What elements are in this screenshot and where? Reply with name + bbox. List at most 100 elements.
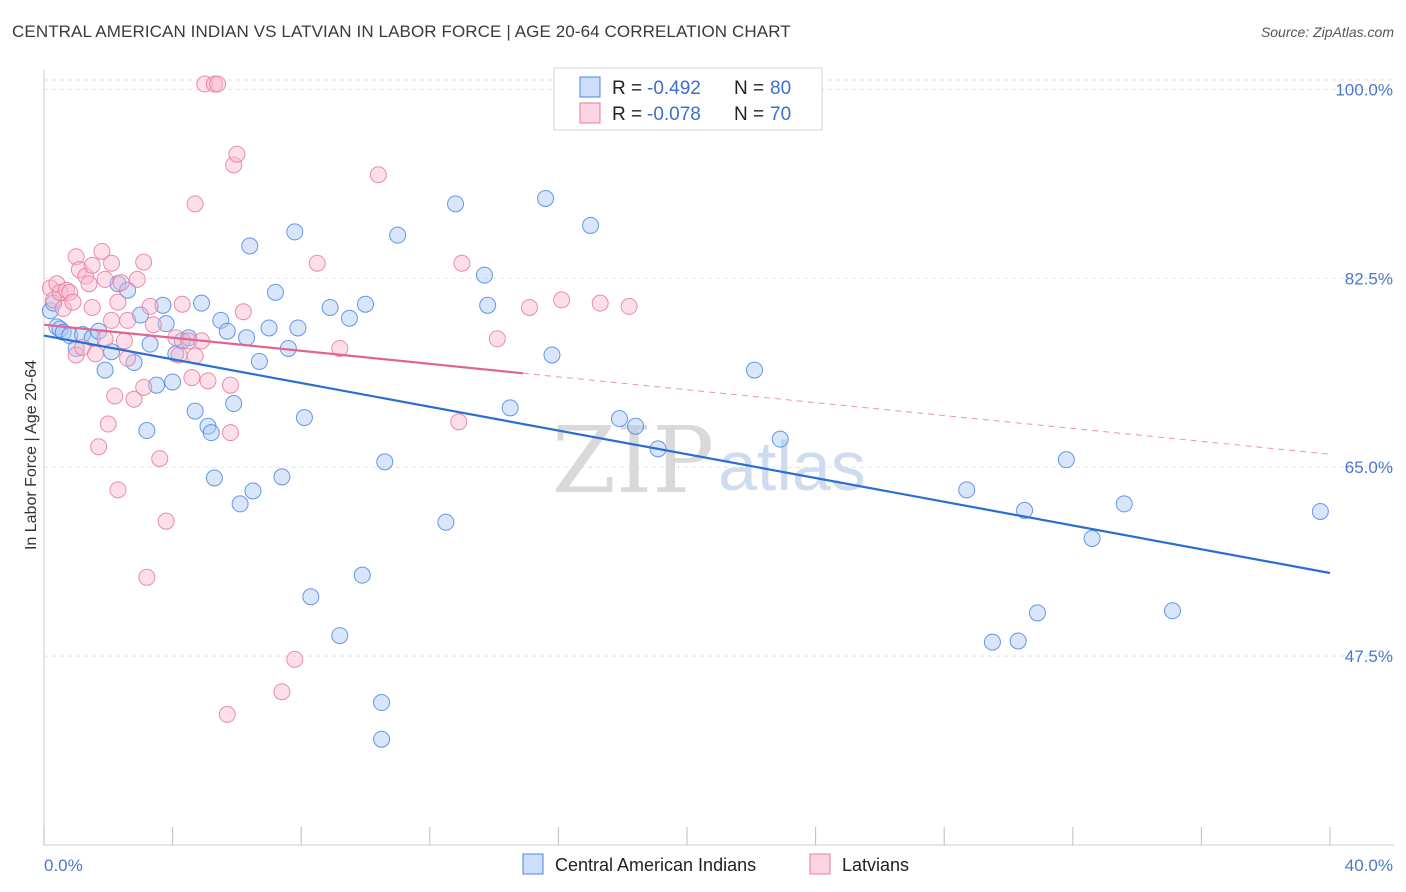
point-central-american-indians-30: [212, 311, 230, 329]
bottom-legend-label-1: Central American Indians: [555, 855, 756, 875]
legend-n-label-2: N =: [734, 104, 764, 125]
point-latvians-58: [273, 683, 291, 701]
point-latvians-19: [96, 270, 114, 288]
point-latvians-6: [61, 283, 79, 301]
point-latvians-21: [99, 415, 117, 433]
point-latvians-62: [369, 166, 387, 184]
point-latvians-20: [96, 330, 114, 348]
point-latvians-55: [225, 156, 243, 174]
point-latvians-32: [128, 270, 146, 288]
point-latvians-15: [83, 256, 101, 274]
point-latvians-36: [141, 297, 159, 315]
legend-r-label-1: R =: [612, 78, 642, 99]
point-central-american-indians-25: [186, 402, 204, 420]
legend-r-label-2: R =: [612, 104, 642, 125]
point-latvians-26: [109, 481, 127, 499]
point-central-american-indians-17: [141, 335, 159, 353]
point-central-american-indians-72: [1028, 604, 1046, 622]
point-latvians-42: [173, 295, 191, 313]
point-central-american-indians-68: [958, 481, 976, 499]
point-latvians-33: [135, 253, 153, 271]
point-latvians-61: [331, 339, 349, 357]
point-central-american-indians-48: [340, 309, 358, 327]
point-central-american-indians-64: [627, 417, 645, 435]
point-latvians-18: [93, 242, 111, 260]
point-latvians-13: [80, 275, 98, 293]
point-central-american-indians-46: [321, 298, 339, 316]
point-latvians-56: [228, 145, 246, 163]
point-latvians-31: [125, 390, 143, 408]
x-tick-labels: 0.0% 40.0%: [44, 856, 1393, 875]
point-central-american-indians-19: [154, 296, 172, 314]
point-latvians-29: [119, 311, 137, 329]
bottom-legend-label-2: Latvians: [842, 855, 909, 875]
point-latvians-9: [67, 248, 85, 266]
point-central-american-indians-10: [96, 361, 114, 379]
point-central-american-indians-43: [289, 319, 307, 337]
legend-swatch-pink: [579, 102, 601, 124]
x-tick-label-1: 40.0%: [1345, 856, 1393, 875]
point-central-american-indians-74: [1083, 529, 1101, 547]
y-axis-title: In Labor Force | Age 20-64: [23, 360, 40, 550]
y-tick-label-2: 82.5%: [1345, 269, 1393, 288]
point-central-american-indians-35: [241, 237, 259, 255]
point-central-american-indians-67: [771, 430, 789, 448]
point-central-american-indians-59: [501, 399, 519, 417]
point-latvians-52: [218, 705, 236, 723]
bottom-legend: Central American Indians Latvians: [522, 853, 909, 875]
point-central-american-indians-45: [302, 588, 320, 606]
y-tick-label-3: 100.0%: [1335, 80, 1393, 99]
point-latvians-10: [70, 261, 88, 279]
point-central-american-indians-37: [250, 352, 268, 370]
point-central-american-indians-58: [479, 296, 497, 314]
watermark-atlas: atlas: [718, 427, 866, 505]
bottom-legend-swatch-pink: [809, 853, 831, 875]
point-central-american-indians-63: [610, 410, 628, 428]
point-latvians-14: [83, 298, 101, 316]
point-latvians-38: [151, 450, 169, 468]
point-latvians-67: [553, 291, 571, 309]
point-central-american-indians-29: [205, 469, 223, 487]
point-latvians-57: [234, 303, 252, 321]
bottom-legend-swatch-blue: [522, 853, 544, 875]
legend-r-value-2: -0.078: [647, 104, 701, 125]
point-latvians-4: [54, 300, 72, 318]
legend: R = -0.492 N = 80 R = -0.078 N = 70: [553, 67, 823, 131]
point-central-american-indians-34: [238, 329, 256, 347]
point-central-american-indians-60: [543, 346, 561, 364]
point-central-american-indians-61: [537, 189, 555, 207]
legend-n-label-1: N =: [734, 78, 764, 99]
legend-swatch-blue: [579, 76, 601, 98]
point-central-american-indians-39: [266, 283, 284, 301]
point-latvians-64: [453, 254, 471, 272]
point-central-american-indians-50: [353, 566, 371, 584]
point-latvians-7: [64, 293, 82, 311]
point-central-american-indians-52: [373, 730, 391, 748]
point-latvians-51: [209, 75, 227, 93]
point-latvians-22: [103, 311, 121, 329]
point-central-american-indians-66: [746, 361, 764, 379]
chart-title: CENTRAL AMERICAN INDIAN VS LATVIAN IN LA…: [12, 22, 791, 41]
point-latvians-69: [620, 297, 638, 315]
point-central-american-indians-51: [373, 694, 391, 712]
point-central-american-indians-54: [389, 226, 407, 244]
trend-lines: [43, 323, 1331, 575]
point-central-american-indians-31: [218, 322, 236, 340]
point-latvians-3: [51, 283, 69, 301]
point-latvians-49: [199, 372, 217, 390]
point-central-american-indians-70: [1009, 632, 1027, 650]
point-central-american-indians-62: [582, 216, 600, 234]
point-central-american-indians-18: [148, 376, 166, 394]
point-latvians-60: [308, 254, 326, 272]
y-tick-label-1: 65.0%: [1345, 458, 1393, 477]
point-central-american-indians-26: [193, 294, 211, 312]
point-latvians-2: [48, 275, 66, 293]
point-central-american-indians-16: [138, 422, 156, 440]
point-latvians-35: [138, 568, 156, 586]
point-latvians-25: [109, 293, 127, 311]
point-latvians-59: [286, 650, 304, 668]
point-latvians-54: [221, 424, 239, 442]
point-central-american-indians-56: [447, 195, 465, 213]
grid-lines: [44, 79, 1394, 657]
point-latvians-44: [183, 369, 201, 387]
